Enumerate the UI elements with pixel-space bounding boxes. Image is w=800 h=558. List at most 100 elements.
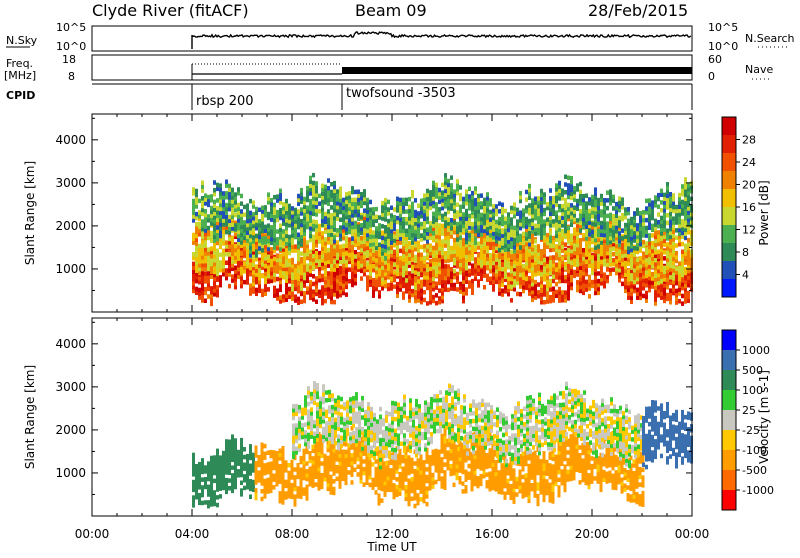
heatmap-cell-1-2715 [510,261,513,266]
heatmap-cell-2-4131 [429,190,432,195]
heatmap-cell-2-3334 [192,191,195,196]
heatmap-cell-2-4483 [534,200,537,205]
heatmap-cell-1-2890 [561,237,564,242]
heatmap-cell-2-4082 [417,235,420,240]
heatmap-cell-1-2229 [369,271,372,276]
heatmap-cell-2-3539 [258,246,261,251]
heatmap-cell-2-3864 [348,199,351,204]
heatmap-cell-1-1750 [222,233,225,238]
heatmap-cell-1-1699 [210,254,213,259]
heatmap-cell-1-1645 [195,245,198,250]
heatmap-cell-2-4296 [477,213,480,218]
heatmap-cell-2-4167 [441,194,444,199]
heatmap-cell-1-2920 [570,237,573,242]
heatmap-cell-1-1749 [222,237,225,242]
heatmap-cell-1-2412 [423,244,426,249]
heatmap-cell-0-497 [342,272,345,277]
heatmap-cell-1-2846 [546,233,549,238]
heatmap-cell-2-3573 [267,196,270,201]
heatmap-cell-1-3194 [654,231,657,236]
heatmap-cell-0-1123 [534,291,537,296]
heatmap-cell-0-1593 [681,286,684,291]
heatmap-cell-2-3713 [306,186,309,191]
heatmap-cell-0-1529 [660,288,663,293]
heatmap-cell-2-4587 [567,226,570,231]
heatmap-cell-0-641 [387,283,390,288]
heatmap-cell-0-426 [324,291,327,296]
heatmap-cell-1-3205 [657,242,660,247]
heatmap-cell-2-3884 [354,205,357,210]
heatmap-cell-1-2397 [420,280,423,285]
heatmap-cell-1-1976 [291,260,294,265]
heatmap-cell-1-2210 [363,235,366,240]
heatmap-cell-0-1536 [663,299,666,304]
heatmap-cell-2-4043 [405,233,408,238]
heatmap-cell-1-2342 [402,273,405,278]
heatmap-cell-1-2630 [486,245,489,250]
heatmap-cell-2-4265 [468,198,471,203]
heatmap-cell-2-4149 [435,206,438,211]
heatmap-cell-2-3585 [270,198,273,203]
heatmap-cell-1-2628 [486,253,489,258]
heatmap-cell-0-693 [402,280,405,285]
heatmap-cell-1-2028 [306,248,309,253]
heatmap-cell-2-3339 [195,200,198,205]
heatmap-cell-2-3765 [321,188,324,193]
heatmap-cell-0-9 [195,287,198,292]
heatmap-cell-2-4823 [639,223,642,228]
heatmap-cell-2-4214 [456,230,459,235]
heatmap-cell-2-4221 [456,187,459,192]
heatmap-cell-0-70 [213,277,216,282]
heatmap-cell-2-3655 [291,226,294,231]
heatmap-cell-2-4922 [675,228,678,233]
heatmap-cell-2-4939 [681,235,684,240]
heatmap-cell-1-1974 [291,268,294,273]
heatmap-cell-1-3067 [615,248,618,253]
heatmap-cell-0-1479 [645,283,648,288]
heatmap-cell-2-3469 [237,234,240,239]
heatmap-cell-2-4134 [432,223,435,228]
heatmap-cell-1-1881 [261,258,264,263]
heatmap-cell-1-2671 [498,263,501,268]
heatmap-cell-2-4946 [681,204,684,209]
heatmap-cell-2-4535 [552,219,555,224]
heatmap-cell-2-3803 [333,227,336,232]
heatmap-cell-2-3553 [261,217,264,222]
heatmap-cell-2-3758 [321,215,324,220]
heatmap-cell-2-4831 [642,218,645,223]
heatmap-cell-1-2804 [534,253,537,258]
heatmap-cell-2-4474 [531,198,534,203]
heatmap-cell-0-410 [318,266,321,271]
heatmap-cell-2-4953 [684,228,687,233]
heatmap-cell-0-1079 [522,289,525,294]
heatmap-cell-0-1332 [600,273,603,278]
heatmap-cell-1-1902 [267,274,270,279]
heatmap-cell-1-2870 [555,252,558,257]
heatmap-cell-1-2801 [534,264,537,269]
heatmap-cell-1-2488 [444,228,447,233]
heatmap-cell-2-4700 [600,225,603,230]
heatmap-cell-0-1440 [633,285,636,290]
heatmap-cell-2-3357 [201,188,204,193]
heatmap-cell-1-2721 [513,283,516,288]
heatmap-cell-1-2967 [585,248,588,253]
heatmap-cell-2-3417 [219,187,222,192]
heatmap-cell-1-2905 [567,252,570,257]
heatmap-cell-2-3374 [207,195,210,200]
heatmap-cell-1-2193 [360,263,363,268]
heatmap-cell-1-2759 [522,245,525,250]
heatmap-cell-0-860 [456,287,459,292]
heatmap-cell-2-4274 [471,203,474,208]
heatmap-cell-2-3632 [285,234,288,239]
heatmap-cell-2-4435 [519,195,522,200]
heatmap-cell-1-2377 [414,286,417,291]
heatmap-cell-1-2868 [555,267,558,272]
heatmap-cell-2-3754 [318,201,321,206]
heatmap-cell-1-2284 [384,272,387,277]
heatmap-cell-2-3695 [303,228,306,233]
heatmap-cell-0-227 [264,288,267,293]
heatmap-cell-1-3253 [672,280,675,285]
heatmap-cell-2-4398 [510,241,513,246]
heatmap-cell-2-3588 [273,238,276,243]
heatmap-cell-1-1784 [234,259,237,264]
